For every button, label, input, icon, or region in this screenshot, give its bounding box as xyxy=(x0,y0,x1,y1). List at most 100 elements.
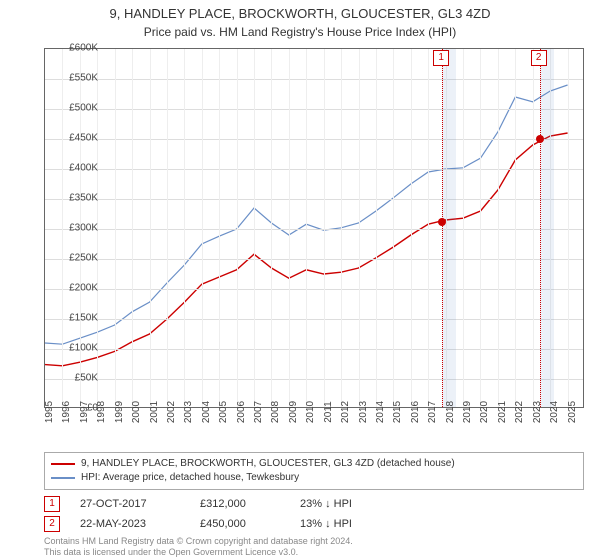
gridline-v xyxy=(341,49,342,407)
gridline-v xyxy=(359,49,360,407)
legend-item: 9, HANDLEY PLACE, BROCKWORTH, GLOUCESTER… xyxy=(51,457,577,471)
sale-point-dot xyxy=(536,135,544,143)
y-axis-label: £100K xyxy=(69,343,98,354)
gridline-v xyxy=(498,49,499,407)
x-axis-label: 2008 xyxy=(270,401,281,423)
gridline-h xyxy=(45,229,583,230)
gridline-h xyxy=(45,199,583,200)
gridline-v xyxy=(515,49,516,407)
sales-table: 127-OCT-2017£312,00023% ↓ HPI222-MAY-202… xyxy=(44,494,584,534)
x-axis-label: 2012 xyxy=(340,401,351,423)
sale-marker-2: 2 xyxy=(531,50,547,66)
gridline-v xyxy=(167,49,168,407)
x-axis-label: 2002 xyxy=(166,401,177,423)
legend-label: 9, HANDLEY PLACE, BROCKWORTH, GLOUCESTER… xyxy=(81,457,455,471)
x-axis-label: 2020 xyxy=(479,401,490,423)
chart-container: 9, HANDLEY PLACE, BROCKWORTH, GLOUCESTER… xyxy=(0,0,600,560)
x-axis-label: 2009 xyxy=(288,401,299,423)
gridline-v xyxy=(62,49,63,407)
gridline-h xyxy=(45,319,583,320)
x-axis-label: 1995 xyxy=(44,401,55,423)
chart-subtitle: Price paid vs. HM Land Registry's House … xyxy=(0,23,600,39)
x-axis-label: 2022 xyxy=(514,401,525,423)
gridline-v xyxy=(568,49,569,407)
sale-row-marker: 2 xyxy=(44,516,60,532)
x-axis-label: 2006 xyxy=(236,401,247,423)
x-axis-label: 2013 xyxy=(358,401,369,423)
x-axis-label: 2019 xyxy=(462,401,473,423)
gridline-v xyxy=(184,49,185,407)
gridline-h xyxy=(45,289,583,290)
shaded-band xyxy=(540,49,554,407)
legend-label: HPI: Average price, detached house, Tewk… xyxy=(81,471,299,485)
x-axis-label: 1999 xyxy=(114,401,125,423)
gridline-v xyxy=(393,49,394,407)
x-axis-label: 2014 xyxy=(375,401,386,423)
gridline-v xyxy=(533,49,534,407)
sale-row-price: £450,000 xyxy=(200,518,280,530)
sale-row-date: 22-MAY-2023 xyxy=(80,518,180,530)
x-axis-label: 2007 xyxy=(253,401,264,423)
y-axis-label: £250K xyxy=(69,253,98,264)
gridline-v xyxy=(411,49,412,407)
sale-row-diff: 23% ↓ HPI xyxy=(300,498,390,510)
chart-title: 9, HANDLEY PLACE, BROCKWORTH, GLOUCESTER… xyxy=(0,0,600,23)
x-axis-label: 2001 xyxy=(149,401,160,423)
gridline-v xyxy=(376,49,377,407)
x-axis-label: 2016 xyxy=(410,401,421,423)
gridline-v xyxy=(306,49,307,407)
y-axis-label: £550K xyxy=(69,73,98,84)
gridline-v xyxy=(271,49,272,407)
x-axis-label: 2005 xyxy=(218,401,229,423)
y-axis-label: £50K xyxy=(75,373,98,384)
sale-row-price: £312,000 xyxy=(200,498,280,510)
footer-line-1: Contains HM Land Registry data © Crown c… xyxy=(44,536,353,547)
sale-row: 127-OCT-2017£312,00023% ↓ HPI xyxy=(44,494,584,514)
x-axis-label: 2021 xyxy=(497,401,508,423)
legend-swatch xyxy=(51,463,75,465)
gridline-h xyxy=(45,259,583,260)
x-axis-label: 2003 xyxy=(183,401,194,423)
gridline-h xyxy=(45,169,583,170)
x-axis-label: 1996 xyxy=(61,401,72,423)
gridline-v xyxy=(150,49,151,407)
sale-marker-1: 1 xyxy=(433,50,449,66)
y-axis-label: £400K xyxy=(69,163,98,174)
x-axis-label: 2010 xyxy=(305,401,316,423)
gridline-v xyxy=(219,49,220,407)
x-axis-label: 2000 xyxy=(131,401,142,423)
x-axis-label: 2023 xyxy=(532,401,543,423)
x-axis-label: 2017 xyxy=(427,401,438,423)
gridline-h xyxy=(45,109,583,110)
sale-vline xyxy=(442,49,443,407)
gridline-v xyxy=(463,49,464,407)
gridline-h xyxy=(45,379,583,380)
x-axis-label: 2015 xyxy=(392,401,403,423)
gridline-v xyxy=(480,49,481,407)
sale-row-diff: 13% ↓ HPI xyxy=(300,518,390,530)
chart-area xyxy=(44,48,584,408)
gridline-h xyxy=(45,139,583,140)
x-axis-label: 2024 xyxy=(549,401,560,423)
y-axis-label: £600K xyxy=(69,43,98,54)
y-axis-label: £300K xyxy=(69,223,98,234)
gridline-v xyxy=(237,49,238,407)
gridline-h xyxy=(45,349,583,350)
footer-text: Contains HM Land Registry data © Crown c… xyxy=(44,536,353,558)
gridline-h xyxy=(45,79,583,80)
sale-vline xyxy=(540,49,541,407)
y-axis-label: £350K xyxy=(69,193,98,204)
x-axis-label: 1998 xyxy=(96,401,107,423)
plot-box xyxy=(44,48,584,408)
gridline-v xyxy=(324,49,325,407)
shaded-band xyxy=(442,49,456,407)
sale-point-dot xyxy=(438,218,446,226)
gridline-v xyxy=(115,49,116,407)
x-axis-label: 2004 xyxy=(201,401,212,423)
y-axis-label: £450K xyxy=(69,133,98,144)
y-axis-label: £150K xyxy=(69,313,98,324)
legend-item: HPI: Average price, detached house, Tewk… xyxy=(51,471,577,485)
legend-swatch xyxy=(51,477,75,479)
sale-row: 2 22-MAY-2023 £450,000 13% ↓ HPI xyxy=(44,514,584,534)
x-axis-label: 2018 xyxy=(445,401,456,423)
